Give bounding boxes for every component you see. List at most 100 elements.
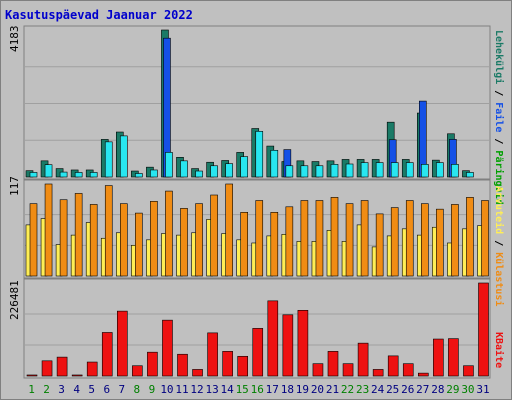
x-tick-label: 31 [476,383,489,396]
bar-hits [360,162,369,178]
bar-kbytes [237,355,248,377]
bar-kbytes [26,374,38,377]
bar-visits [300,200,309,277]
x-tick-label: 2 [43,383,50,396]
bar-kbytes [222,351,233,377]
bar-kbytes [417,372,429,377]
bar-hits [44,164,53,178]
bar-visits [330,197,339,277]
bar-visits [225,183,233,277]
label-separator: / [493,132,504,150]
bar-kbytes [71,374,83,377]
bar-hits [315,165,324,178]
bar-hits [240,156,248,178]
bar-hits [29,172,38,178]
bar-visits [104,185,113,277]
right-label-middle: Arvuteid / Külastusi [493,186,505,306]
bar-kbytes [162,319,173,377]
bar-hits [451,164,459,178]
bar-hits [345,163,354,178]
right-label-text: KBaite [493,332,505,368]
x-tick-label: 16 [251,383,264,396]
label-1: Faile [493,102,505,132]
x-tick-label: 4 [73,383,80,396]
bar-kbytes [448,338,459,377]
label-0: Lehekülgi [493,30,505,84]
bar-kbytes [402,363,414,377]
x-tick-label: 19 [296,383,309,396]
bar-kbytes [327,351,339,377]
label-2: Päringuid [493,150,505,204]
right-label-text: Arvuteid / Külastusi [493,186,505,306]
bar-hits [104,141,113,178]
bar-visits [74,193,83,277]
bar-visits [120,203,128,277]
bar-kbytes [117,310,128,377]
bar-visits [44,183,53,277]
bar-visits [375,213,384,277]
bar-hits [285,165,294,178]
bar-visits [466,197,474,277]
bar-visits [390,207,399,277]
x-tick-label: 9 [149,383,156,396]
bar-hits [420,164,429,178]
x-tick-label: 20 [311,383,324,396]
x-tick-label: 13 [205,383,218,396]
bar-visits [285,206,294,277]
bar-kbytes [41,360,53,377]
x-tick-label: 3 [58,383,65,396]
bottom-max-label: 226481 [8,280,21,320]
bar-hits [405,162,414,178]
bar-hits [150,169,158,178]
x-tick-label: 7 [118,383,125,396]
bar-kbytes [372,369,384,377]
bar-visits [481,200,489,277]
bar-hits [330,164,339,178]
bar-hits [390,162,399,178]
chart-title: Kasutuspäevad Jaanuar 2022 [5,8,193,22]
bar-kbytes [433,338,444,377]
right-label-bottom: KBaite [493,332,505,368]
x-tick-label: 10 [160,383,173,396]
bar-visits [345,203,354,277]
bar-kbytes [478,282,489,377]
x-tick-label: 27 [416,383,429,396]
right-label-top: Lehekülgi / Faile / Päringuid [493,30,505,205]
x-tick-label: 1 [28,383,35,396]
bar-kbytes [101,332,113,377]
bar-visits [180,208,188,277]
bar-kbytes [463,365,474,377]
bars [25,29,489,377]
bar-visits [210,194,218,277]
bar-hits [300,165,309,178]
bar-visits [240,212,248,277]
bar-hits [466,172,474,178]
bar-visits [59,199,68,277]
x-tick-label: 14 [221,383,235,396]
bar-visits [165,190,173,277]
bar-kbytes [56,356,68,377]
bar-hits [120,135,128,178]
x-tick-label: 25 [386,383,399,396]
x-tick-label: 17 [266,383,279,396]
bar-hits [210,165,218,178]
x-tick-label: 15 [236,383,249,396]
x-tick-label: 28 [431,383,444,396]
x-tick-label: 23 [356,383,369,396]
bar-hits [436,162,444,178]
bar-visits [29,203,38,277]
bar-kbytes [387,355,399,377]
bar-kbytes [147,351,158,377]
bar-hits [74,172,83,178]
bar-visits [255,200,264,277]
bar-visits [150,200,158,277]
bar-visits [89,204,98,277]
x-tick-label: 12 [190,383,203,396]
bar-kbytes [86,361,98,377]
bar-kbytes [342,363,354,377]
bar-kbytes [192,369,203,377]
bar-kbytes [297,309,309,377]
bar-kbytes [282,314,294,377]
